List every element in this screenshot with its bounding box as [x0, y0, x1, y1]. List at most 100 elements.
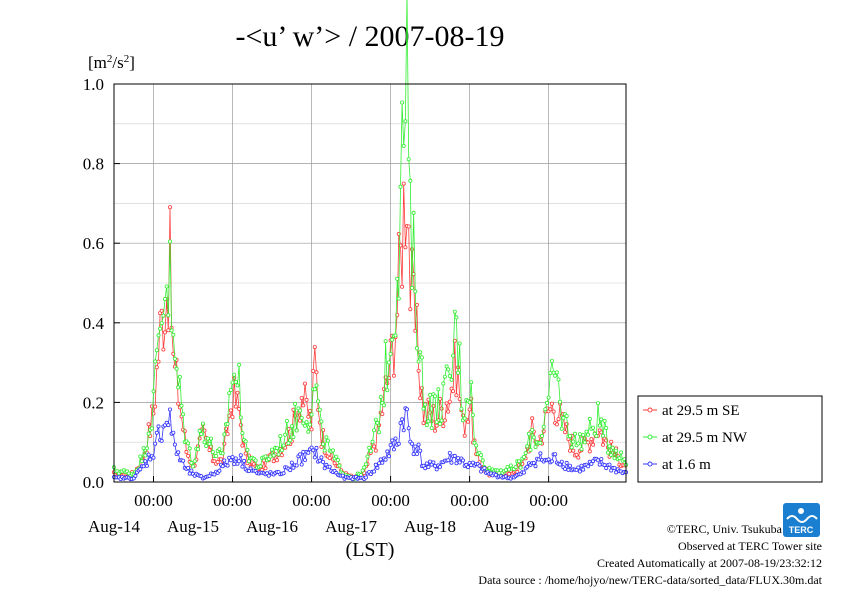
- data-point: [380, 460, 385, 465]
- data-point: [609, 439, 614, 444]
- data-point: [240, 431, 245, 436]
- data-point: [396, 296, 401, 301]
- data-point: [278, 434, 283, 439]
- data-point: [154, 365, 159, 370]
- data-point: [607, 462, 612, 467]
- data-point: [386, 454, 391, 459]
- data-point: [391, 447, 396, 452]
- data-point: [212, 472, 217, 477]
- data-point: [243, 439, 248, 444]
- data-point: [363, 475, 368, 480]
- data-point: [548, 407, 553, 412]
- data-point: [419, 355, 424, 360]
- data-point: [446, 367, 451, 372]
- data-point: [584, 429, 589, 434]
- data-point: [286, 441, 291, 446]
- data-point: [197, 428, 202, 433]
- terc-logo: TERC: [783, 503, 820, 537]
- data-point: [390, 337, 395, 342]
- data-point: [176, 450, 181, 455]
- data-point: [451, 353, 456, 358]
- data-point: [470, 413, 475, 418]
- chart-title: -<u’ w’> / 2007-08-19: [235, 20, 504, 53]
- data-point: [596, 401, 601, 406]
- logo-text: TERC: [789, 525, 814, 535]
- data-point: [195, 447, 200, 452]
- data-point: [401, 428, 406, 433]
- data-point: [381, 403, 386, 408]
- legend-items: at 29.5 m SE at 29.5 m NW at 1.6 m: [643, 403, 748, 473]
- data-point: [138, 467, 143, 472]
- data-point: [431, 403, 436, 408]
- data-point: [546, 395, 551, 400]
- data-point: [589, 461, 594, 466]
- data-point: [404, 407, 409, 412]
- data-point: [225, 431, 230, 436]
- data-point: [158, 326, 163, 331]
- grid-lines: [114, 83, 626, 483]
- data-point: [401, 181, 406, 186]
- data-point: [176, 385, 181, 390]
- data-point: [437, 421, 442, 426]
- data-point: [271, 459, 276, 464]
- data-point: [210, 450, 215, 455]
- data-point: [456, 456, 461, 461]
- data-point: [159, 438, 164, 443]
- data-point: [172, 356, 177, 361]
- data-point: [217, 447, 222, 452]
- data-point: [426, 419, 431, 424]
- data-point: [235, 390, 240, 395]
- data-point: [581, 467, 586, 472]
- data-point: [385, 388, 390, 393]
- data-point: [604, 426, 609, 431]
- data-point: [294, 463, 299, 468]
- data-point: [237, 362, 242, 367]
- data-point: [372, 428, 377, 433]
- data-point: [474, 443, 479, 448]
- data-point: [166, 328, 171, 333]
- data-point: [576, 441, 581, 446]
- data-point: [375, 465, 380, 470]
- data-point: [421, 421, 426, 426]
- data-point: [372, 444, 377, 449]
- y-tick-label: 0.4: [83, 314, 105, 333]
- data-point: [561, 415, 566, 420]
- data-point: [235, 383, 240, 388]
- data-point: [133, 473, 138, 478]
- data-point: [437, 464, 442, 469]
- data-point: [442, 374, 447, 379]
- data-point: [289, 460, 294, 465]
- data-point: [601, 442, 606, 447]
- data-point: [596, 458, 601, 463]
- data-point: [556, 417, 561, 422]
- data-point: [418, 350, 423, 355]
- data-point: [143, 453, 148, 458]
- x-tick-label: 00:00: [450, 491, 489, 510]
- data-point: [579, 463, 584, 468]
- data-point: [408, 307, 413, 312]
- data-point: [533, 464, 538, 469]
- data-point: [393, 436, 398, 441]
- data-point: [576, 455, 581, 460]
- data-point: [400, 417, 405, 422]
- data-point: [577, 469, 582, 474]
- source-text: Data source : /home/hojyo/new/TERC-data/…: [478, 573, 822, 587]
- data-point: [289, 424, 294, 429]
- data-point: [276, 452, 281, 457]
- data-point: [321, 459, 326, 464]
- data-point: [551, 409, 556, 414]
- data-point: [149, 426, 154, 431]
- data-point: [508, 463, 513, 468]
- data-point: [307, 408, 312, 413]
- data-point: [469, 380, 474, 385]
- data-point: [153, 404, 158, 409]
- data-point: [396, 441, 401, 446]
- data-point: [594, 434, 599, 439]
- data-point: [253, 458, 258, 463]
- y-tick-label: 1.0: [83, 75, 104, 94]
- data-point: [205, 436, 210, 441]
- data-point: [302, 457, 307, 462]
- data-point: [138, 454, 143, 459]
- data-point: [564, 460, 569, 465]
- data-point: [199, 432, 204, 437]
